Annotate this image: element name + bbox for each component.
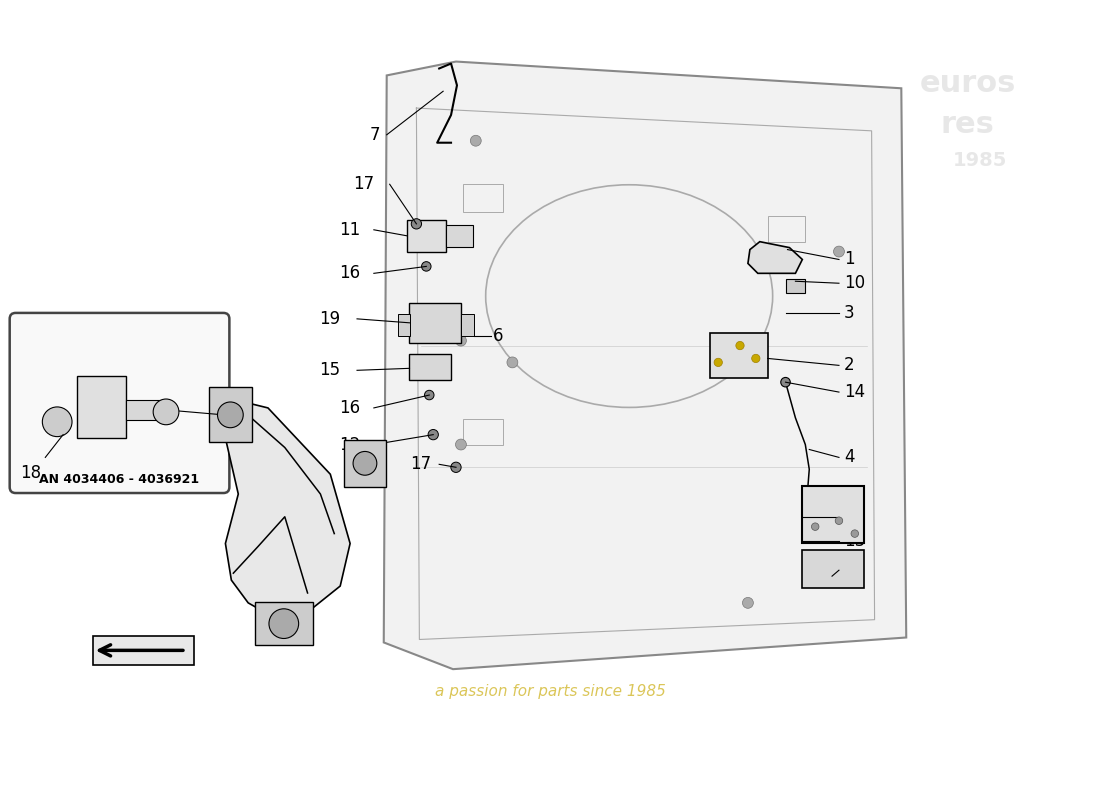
Text: 18: 18	[20, 464, 41, 482]
Circle shape	[714, 358, 723, 366]
Bar	[711, 333, 768, 378]
Circle shape	[471, 135, 481, 146]
Text: 2: 2	[844, 356, 855, 374]
Text: 17: 17	[353, 175, 374, 194]
Circle shape	[218, 402, 243, 428]
Bar	[785, 279, 805, 293]
Circle shape	[455, 439, 466, 450]
Bar	[768, 216, 805, 242]
Circle shape	[425, 390, 435, 400]
Bar	[77, 376, 127, 438]
Text: 4: 4	[844, 448, 855, 466]
Text: 6: 6	[493, 326, 503, 345]
Text: 1985: 1985	[954, 151, 1008, 170]
Bar	[409, 354, 451, 380]
Polygon shape	[92, 635, 194, 666]
Text: 14: 14	[844, 383, 865, 401]
FancyBboxPatch shape	[10, 313, 230, 493]
Polygon shape	[748, 242, 802, 274]
Bar	[463, 184, 503, 212]
Text: 10: 10	[844, 274, 865, 292]
Text: 16: 16	[339, 264, 360, 282]
Text: res: res	[940, 110, 994, 139]
Circle shape	[455, 335, 466, 346]
Bar	[407, 220, 447, 251]
Bar	[397, 314, 410, 336]
Text: 9: 9	[844, 562, 855, 579]
Bar	[802, 486, 864, 543]
Circle shape	[742, 598, 754, 608]
Text: 5: 5	[844, 508, 855, 526]
Text: 11: 11	[339, 221, 360, 238]
Circle shape	[751, 354, 760, 362]
Text: a passion for parts since 1985: a passion for parts since 1985	[434, 685, 666, 699]
Bar	[461, 314, 474, 336]
Circle shape	[835, 517, 843, 525]
Text: 19: 19	[319, 310, 340, 328]
Circle shape	[507, 357, 518, 368]
Circle shape	[428, 430, 439, 440]
Text: 1: 1	[844, 250, 855, 269]
Polygon shape	[384, 62, 906, 669]
Circle shape	[851, 530, 859, 538]
Circle shape	[270, 609, 298, 638]
Bar	[802, 550, 864, 588]
Bar	[409, 303, 461, 342]
Polygon shape	[216, 395, 350, 616]
Circle shape	[421, 262, 431, 271]
Text: 3: 3	[844, 304, 855, 322]
Bar	[126, 400, 166, 420]
Text: 12: 12	[339, 435, 360, 454]
Circle shape	[812, 523, 820, 530]
Text: AN 4034406 - 4036921: AN 4034406 - 4036921	[40, 473, 199, 486]
Circle shape	[451, 462, 461, 473]
Text: 16: 16	[339, 399, 360, 417]
Circle shape	[153, 399, 179, 425]
Bar	[447, 225, 473, 246]
Text: euros: euros	[920, 69, 1015, 98]
Circle shape	[736, 342, 745, 350]
Text: 7: 7	[370, 126, 379, 144]
Bar	[463, 419, 503, 445]
Bar	[255, 602, 312, 646]
Bar	[344, 439, 386, 487]
Circle shape	[411, 218, 421, 229]
Circle shape	[353, 451, 377, 475]
Circle shape	[834, 246, 845, 257]
Text: 8: 8	[145, 401, 156, 419]
Bar	[209, 387, 252, 442]
Text: 17: 17	[410, 455, 431, 474]
FancyArrowPatch shape	[99, 645, 183, 656]
Circle shape	[42, 407, 72, 437]
Text: 13: 13	[844, 531, 866, 550]
Circle shape	[781, 378, 790, 387]
Text: 15: 15	[319, 362, 340, 379]
